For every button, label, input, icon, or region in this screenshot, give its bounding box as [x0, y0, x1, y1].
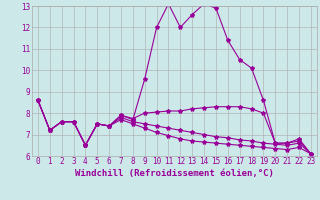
X-axis label: Windchill (Refroidissement éolien,°C): Windchill (Refroidissement éolien,°C) — [75, 169, 274, 178]
